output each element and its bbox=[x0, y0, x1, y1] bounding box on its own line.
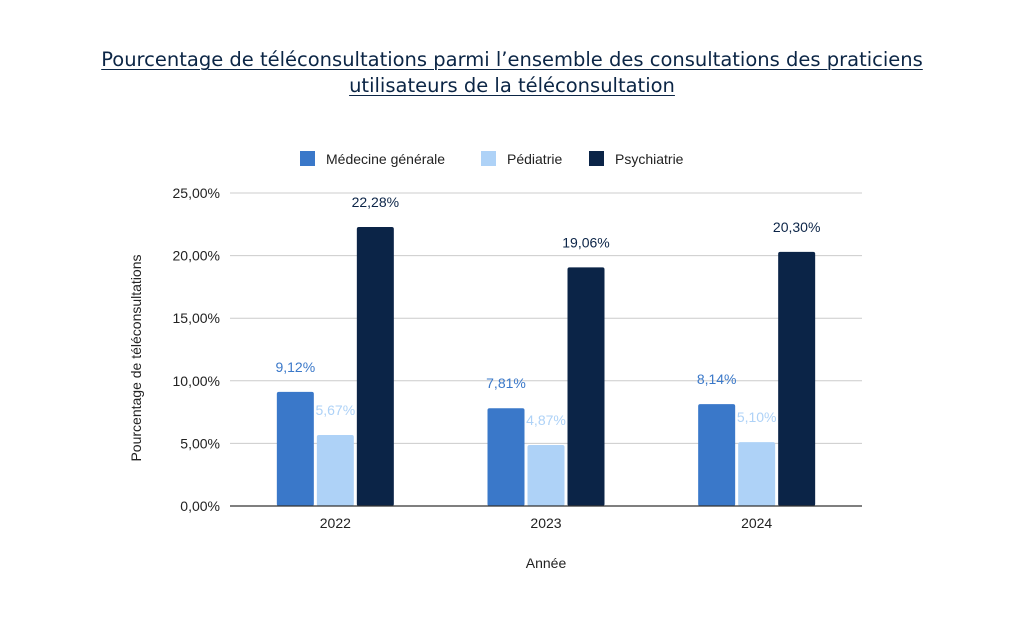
data-label: 8,14% bbox=[697, 371, 737, 387]
x-tick-label: 2024 bbox=[741, 515, 772, 531]
data-label: 19,06% bbox=[562, 234, 609, 250]
bar bbox=[567, 267, 605, 506]
y-tick-label: 0,00% bbox=[180, 498, 220, 514]
legend-swatch-medecine-generale bbox=[300, 151, 315, 166]
data-label: 22,28% bbox=[352, 194, 399, 210]
legend-swatch-pediatrie bbox=[481, 151, 496, 166]
data-label: 4,87% bbox=[526, 412, 566, 428]
legend-label-pediatrie: Pédiatrie bbox=[507, 151, 562, 167]
data-label: 5,10% bbox=[737, 409, 777, 425]
x-tick-label: 2022 bbox=[320, 515, 351, 531]
legend-label-psychiatrie: Psychiatrie bbox=[615, 151, 684, 167]
data-label: 9,12% bbox=[275, 359, 315, 375]
bar bbox=[738, 442, 776, 506]
bar bbox=[487, 408, 525, 506]
chart-title-line-2: utilisateurs de la téléconsultation bbox=[349, 74, 675, 97]
bar bbox=[356, 227, 394, 507]
bar bbox=[698, 404, 736, 506]
bar bbox=[276, 391, 314, 506]
x-axis-tick-labels: 2022 2023 2024 bbox=[320, 515, 773, 531]
bar bbox=[316, 435, 354, 506]
chart-title-line-1: Pourcentage de téléconsultations parmi l… bbox=[101, 48, 923, 71]
x-axis-title: Année bbox=[526, 555, 567, 571]
y-tick-label: 25,00% bbox=[173, 185, 220, 201]
y-axis-tick-labels: 0,00% 5,00% 10,00% 15,00% 20,00% 25,00% bbox=[173, 185, 220, 514]
legend: Médecine générale Pédiatrie Psychiatrie bbox=[300, 151, 684, 167]
legend-label-medecine-generale: Médecine générale bbox=[326, 151, 445, 167]
data-label: 7,81% bbox=[486, 375, 526, 391]
y-tick-label: 20,00% bbox=[173, 248, 220, 264]
data-label: 5,67% bbox=[315, 402, 355, 418]
data-labels: 9,12% 5,67% 22,28% 7,81% 4,87% 19,06% 8,14% 5,1… bbox=[275, 194, 820, 428]
y-tick-label: 15,00% bbox=[173, 310, 220, 326]
data-label: 20,30% bbox=[773, 219, 820, 235]
bar bbox=[527, 445, 565, 506]
legend-swatch-psychiatrie bbox=[589, 151, 604, 166]
y-tick-label: 10,00% bbox=[173, 373, 220, 389]
y-tick-label: 5,00% bbox=[180, 435, 220, 451]
x-tick-label: 2023 bbox=[530, 515, 561, 531]
bar bbox=[778, 251, 816, 506]
y-axis-title: Pourcentage de téléconsultations bbox=[128, 254, 144, 461]
chart-title: Pourcentage de téléconsultations parmi l… bbox=[20, 47, 1004, 99]
bars bbox=[276, 227, 816, 507]
